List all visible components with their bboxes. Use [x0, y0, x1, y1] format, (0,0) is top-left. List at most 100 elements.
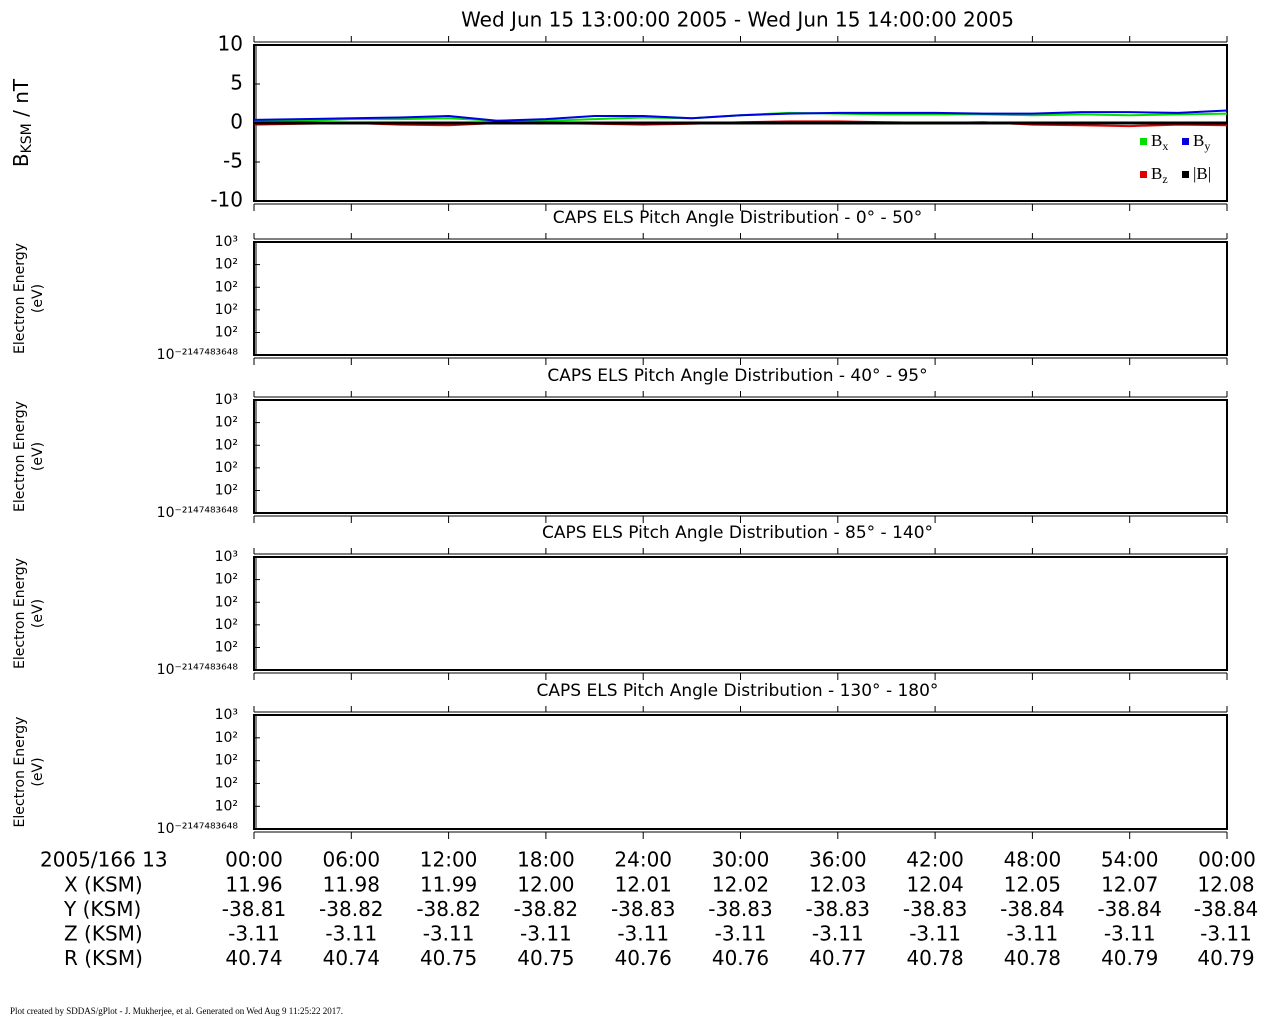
ephemeris-value: 12.05 — [1004, 873, 1061, 897]
ephemeris-value: 40.76 — [712, 946, 769, 970]
ephemeris-value: -3.11 — [1007, 922, 1059, 946]
y-tick-label: 10² — [215, 617, 238, 633]
x-tick-label: 24:00 — [614, 848, 672, 872]
legend-label: Bz — [1151, 164, 1168, 186]
y-tick-label: 10² — [215, 640, 238, 656]
x-tick-label: 00:00 — [225, 848, 283, 872]
ephemeris-value: -3.11 — [228, 922, 280, 946]
ephemeris-value: 40.74 — [323, 946, 380, 970]
panel-title: CAPS ELS Pitch Angle Distribution - 130°… — [537, 681, 939, 701]
ephemeris-value: -3.11 — [423, 922, 475, 946]
plot-frame — [253, 399, 1228, 514]
ephemeris-label: 2005/166 13 — [40, 848, 168, 872]
ephemeris-value: 40.75 — [420, 946, 477, 970]
legend-label: |B| — [1193, 164, 1211, 183]
y-tick-label: 10 — [218, 32, 243, 56]
y-axis-label: (eV) — [30, 442, 46, 471]
panel-title: CAPS ELS Pitch Angle Distribution - 40° … — [547, 366, 927, 386]
ephemeris-value: 40.77 — [809, 946, 866, 970]
ephemeris-value: -3.11 — [325, 922, 377, 946]
ephemeris-value: 40.75 — [517, 946, 574, 970]
y-tick-label: 10² — [215, 325, 238, 341]
x-tick-label: 12:00 — [420, 848, 478, 872]
y-axis-label: Electron Energy — [12, 717, 28, 828]
y-axis-label: Electron Energy — [12, 243, 28, 354]
ephemeris-value: -38.84 — [1000, 897, 1064, 921]
ephemeris-value: -38.84 — [1194, 897, 1258, 921]
y-tick-label: 10³ — [215, 392, 238, 408]
x-tick-label: 00:00 — [1198, 848, 1256, 872]
ephemeris-value: -38.82 — [416, 897, 480, 921]
y-tick-label: 10² — [215, 437, 238, 453]
ephemeris-value: -3.11 — [1200, 922, 1252, 946]
footer: Plot created by SDDAS/gPlot - J. Mukherj… — [10, 1006, 343, 1016]
ephemeris-value: -38.83 — [708, 897, 772, 921]
panel-title: CAPS ELS Pitch Angle Distribution - 85° … — [542, 523, 933, 543]
ephemeris-value: -38.83 — [806, 897, 870, 921]
legend-swatch — [1182, 171, 1189, 178]
x-tick-label: 48:00 — [1004, 848, 1062, 872]
ephemeris-value: -38.83 — [611, 897, 675, 921]
x-tick-label: 06:00 — [322, 848, 380, 872]
y-tick-label: 0 — [230, 110, 243, 134]
ephemeris-value: -3.11 — [617, 922, 669, 946]
ephemeris-value: 40.79 — [1101, 946, 1158, 970]
ephemeris-value: 11.96 — [225, 873, 282, 897]
y-tick-label: 10² — [215, 775, 238, 791]
plot-frame — [253, 556, 1228, 671]
legend-swatch — [1182, 138, 1189, 145]
ephemeris-value: 12.02 — [712, 873, 769, 897]
y-tick-label: 10² — [215, 798, 238, 814]
y-tick-label: 10² — [215, 483, 238, 499]
ephemeris-value: 40.78 — [906, 946, 963, 970]
ephemeris-value: -3.11 — [1104, 922, 1156, 946]
ephemeris-value: 40.76 — [615, 946, 672, 970]
legend-label: Bx — [1151, 131, 1168, 153]
y-axis-label: (eV) — [30, 757, 46, 786]
y-axis-label-unit: / nT — [9, 78, 33, 123]
ephemeris-value: 12.01 — [615, 873, 672, 897]
series-line — [253, 109, 1228, 122]
y-tick-label: 5 — [230, 71, 243, 95]
x-tick-label: 54:00 — [1101, 848, 1159, 872]
ephemeris-value: -3.11 — [909, 922, 961, 946]
y-tick-label: 10² — [215, 279, 238, 295]
ephemeris-value: 12.00 — [517, 873, 574, 897]
ephemeris-value: -3.11 — [715, 922, 767, 946]
y-tick-label: 10² — [215, 594, 238, 610]
y-axis-label: Electron Energy — [12, 558, 28, 669]
ephemeris-value: 12.04 — [906, 873, 963, 897]
ephemeris-value: 11.98 — [323, 873, 380, 897]
y-tick-label: 10² — [215, 730, 238, 746]
y-tick-label: -10 — [210, 188, 243, 212]
ephemeris-value: -38.84 — [1097, 897, 1161, 921]
y-tick-label: 10⁻²¹⁴⁷⁴⁸³⁶⁴⁸ — [157, 505, 239, 521]
y-tick-label: 10⁻²¹⁴⁷⁴⁸³⁶⁴⁸ — [157, 347, 239, 363]
y-tick-label: 10² — [215, 460, 238, 476]
ephemeris-value: 11.99 — [420, 873, 477, 897]
y-tick-label: 10³ — [215, 549, 238, 565]
legend-swatch — [1140, 138, 1147, 145]
plot-frame — [253, 241, 1228, 356]
x-tick-label: 18:00 — [517, 848, 575, 872]
y-tick-label: 10² — [215, 257, 238, 273]
ephemeris-row-name: R (KSM) — [64, 946, 143, 970]
y-axis-label: (eV) — [30, 599, 46, 628]
y-tick-label: 10³ — [215, 234, 238, 250]
x-tick-label: 36:00 — [809, 848, 867, 872]
y-tick-label: 10³ — [215, 707, 238, 723]
ephemeris-row-name: X (KSM) — [64, 873, 143, 897]
ephemeris-value: 12.07 — [1101, 873, 1158, 897]
ephemeris-value: 12.03 — [809, 873, 866, 897]
y-tick-label: 10² — [215, 415, 238, 431]
y-axis-label: Electron Energy — [12, 401, 28, 512]
y-axis-label-subscript: KSM — [19, 123, 35, 153]
y-tick-label: -5 — [223, 149, 243, 173]
y-axis-label: (eV) — [30, 284, 46, 313]
ephemeris-value: 40.74 — [225, 946, 282, 970]
y-axis-label-symbol: B — [9, 153, 33, 167]
ephemeris-value: 12.08 — [1197, 873, 1254, 897]
x-tick-label: 42:00 — [906, 848, 964, 872]
panel-title: CAPS ELS Pitch Angle Distribution - 0° -… — [553, 208, 922, 228]
